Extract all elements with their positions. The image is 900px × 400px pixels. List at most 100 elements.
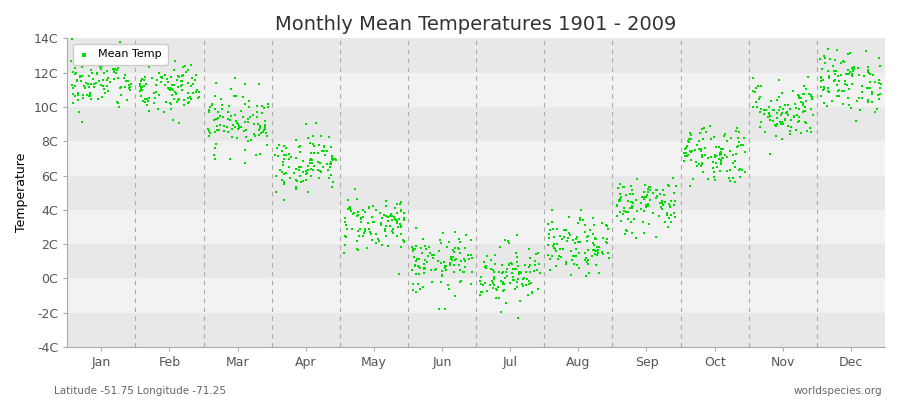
Mean Temp <box>382 218 396 224</box>
Mean Temp <box>81 92 95 99</box>
Mean Temp <box>261 103 275 110</box>
Mean Temp <box>92 78 106 85</box>
Mean Temp <box>842 102 857 108</box>
Mean Temp <box>438 262 453 269</box>
Mean Temp <box>616 211 630 218</box>
Mean Temp <box>621 209 635 215</box>
Mean Temp <box>242 104 256 111</box>
Mean Temp <box>654 205 669 212</box>
Mean Temp <box>303 173 318 179</box>
Mean Temp <box>177 97 192 104</box>
Mean Temp <box>679 150 693 156</box>
Mean Temp <box>472 278 487 285</box>
Mean Temp <box>385 228 400 234</box>
Mean Temp <box>142 108 157 115</box>
Mean Temp <box>303 157 318 163</box>
Mean Temp <box>694 148 708 154</box>
Mean Temp <box>220 116 235 122</box>
Mean Temp <box>121 78 135 84</box>
Mean Temp <box>100 60 114 66</box>
Mean Temp <box>510 315 525 321</box>
Mean Temp <box>657 192 671 198</box>
Mean Temp <box>364 237 379 244</box>
Mean Temp <box>832 93 846 99</box>
Mean Temp <box>209 116 223 123</box>
Mean Temp <box>307 143 321 150</box>
Mean Temp <box>153 78 167 85</box>
Mean Temp <box>636 196 651 202</box>
Mean Temp <box>721 174 735 181</box>
Mean Temp <box>70 76 85 83</box>
Mean Temp <box>803 125 817 131</box>
Mean Temp <box>600 250 615 256</box>
Mean Temp <box>186 90 201 96</box>
Mean Temp <box>626 190 640 197</box>
Mean Temp <box>276 156 291 162</box>
Mean Temp <box>292 143 307 150</box>
Mean Temp <box>70 97 85 103</box>
Mean Temp <box>480 253 494 260</box>
Mean Temp <box>479 264 493 271</box>
Mean Temp <box>639 204 653 211</box>
Mean Temp <box>185 81 200 88</box>
Mean Temp <box>435 273 449 280</box>
Mean Temp <box>638 202 652 208</box>
Mean Temp <box>444 254 458 261</box>
Mean Temp <box>570 234 584 240</box>
Mean Temp <box>240 119 255 126</box>
Mean Temp <box>447 292 462 299</box>
Mean Temp <box>176 64 190 70</box>
Mean Temp <box>838 81 852 87</box>
Mean Temp <box>373 210 387 216</box>
Mean Temp <box>580 234 594 240</box>
Mean Temp <box>713 168 727 174</box>
Mean Temp <box>643 183 657 190</box>
Mean Temp <box>417 265 431 272</box>
Mean Temp <box>816 53 831 60</box>
Mean Temp <box>652 213 666 219</box>
Mean Temp <box>277 171 292 178</box>
Mean Temp <box>586 240 600 247</box>
Mean Temp <box>272 142 286 148</box>
Mean Temp <box>68 70 83 76</box>
Mean Temp <box>238 160 252 166</box>
Mean Temp <box>432 248 446 254</box>
Mean Temp <box>457 258 472 264</box>
Mean Temp <box>282 151 296 158</box>
Mean Temp <box>494 309 508 316</box>
Mean Temp <box>208 156 222 162</box>
Mean Temp <box>326 157 340 164</box>
Mean Temp <box>847 66 861 72</box>
Mean Temp <box>570 262 584 268</box>
Mean Temp <box>706 134 721 140</box>
Mean Temp <box>214 106 229 112</box>
Mean Temp <box>414 250 428 256</box>
Mean Temp <box>251 120 266 127</box>
Mean Temp <box>171 97 185 104</box>
Mean Temp <box>67 85 81 91</box>
Mean Temp <box>73 73 87 80</box>
Mean Temp <box>792 92 806 99</box>
Mean Temp <box>405 244 419 250</box>
Mean Temp <box>97 86 112 92</box>
Mean Temp <box>338 233 353 239</box>
Mean Temp <box>634 206 649 212</box>
Mean Temp <box>132 88 147 95</box>
Mean Temp <box>434 279 448 285</box>
Mean Temp <box>759 107 773 114</box>
Mean Temp <box>362 226 376 232</box>
Mean Temp <box>814 75 828 82</box>
Mean Temp <box>344 208 358 214</box>
Mean Temp <box>95 93 110 100</box>
Mean Temp <box>347 186 362 192</box>
Mean Temp <box>522 246 536 252</box>
Mean Temp <box>662 202 677 209</box>
Mean Temp <box>712 144 726 150</box>
Mean Temp <box>211 109 225 116</box>
Mean Temp <box>582 227 597 233</box>
Mean Temp <box>123 52 138 58</box>
Mean Temp <box>579 273 593 279</box>
Mean Temp <box>814 78 828 84</box>
Mean Temp <box>302 166 316 173</box>
Mean Temp <box>419 246 434 252</box>
